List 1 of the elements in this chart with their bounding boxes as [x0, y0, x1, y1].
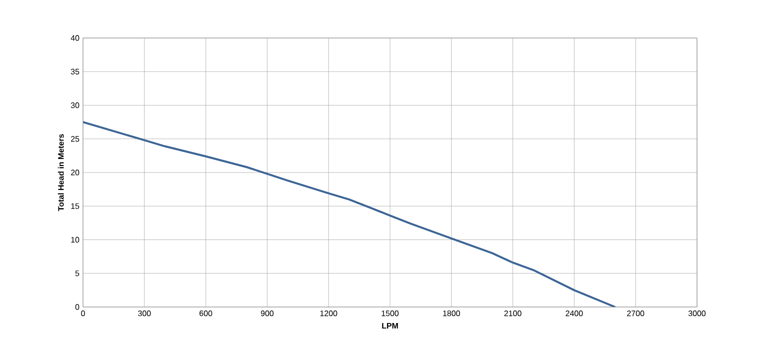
line-series — [83, 121, 616, 307]
